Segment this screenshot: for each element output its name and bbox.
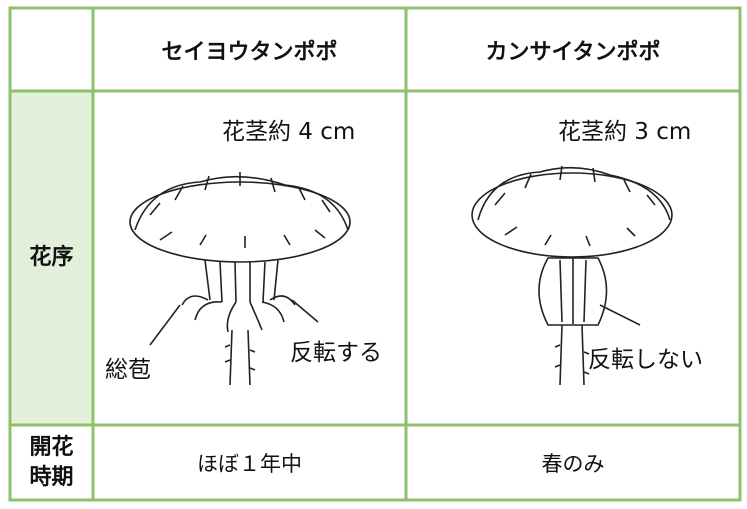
dandelion-drawing bbox=[471, 165, 673, 386]
cell-text: ほぼ１年中 bbox=[197, 451, 302, 476]
column-header: セイヨウタンポポ bbox=[161, 39, 338, 65]
row-header: 開花 時期 bbox=[10, 425, 93, 500]
cell-text: 春のみ bbox=[541, 451, 605, 476]
annotation: 反転しない bbox=[588, 347, 703, 373]
row-header-line: 時期 bbox=[29, 464, 74, 490]
annotation: 反転する bbox=[290, 340, 382, 366]
column-header: カンサイタンポポ bbox=[485, 39, 661, 65]
annotation: 総苞 bbox=[105, 357, 151, 383]
stem-length: 花茎約 4 cm bbox=[222, 119, 356, 145]
table-grid bbox=[8, 6, 742, 502]
stem-length: 花茎約 3 cm bbox=[558, 119, 692, 145]
row-header: 花序 bbox=[10, 91, 93, 425]
dandelion-drawing bbox=[129, 172, 351, 386]
row-header-line: 開花 bbox=[29, 434, 74, 460]
